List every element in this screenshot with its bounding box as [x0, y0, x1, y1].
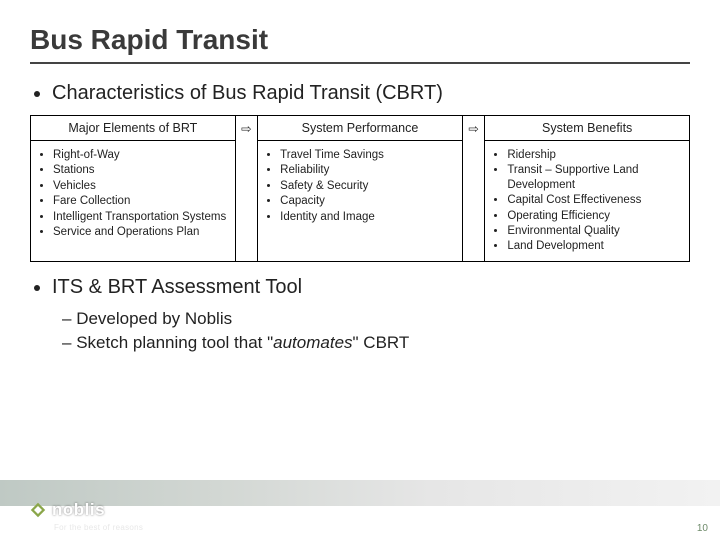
sub-bullet-developed: Developed by Noblis: [62, 309, 690, 329]
bullet-list: Characteristics of Bus Rapid Transit (CB…: [30, 82, 690, 105]
benefits-list: Ridership Transit – Supportive Land Deve…: [491, 148, 683, 254]
list-item: Intelligent Transportation Systems: [53, 210, 229, 224]
logo-tagline: For the best of reasons: [54, 523, 143, 532]
cell-performance: Travel Time Savings Reliability Safety &…: [258, 141, 463, 262]
cell-elements: Right-of-Way Stations Vehicles Fare Coll…: [31, 141, 236, 262]
sub-bullet-sketch: Sketch planning tool that "automates" CB…: [62, 333, 690, 353]
list-item: Reliability: [280, 163, 456, 177]
list-item: Vehicles: [53, 179, 229, 193]
sketch-suffix: " CBRT: [353, 333, 410, 352]
sub-bullet-list: Developed by Noblis Sketch planning tool…: [30, 309, 690, 353]
header-elements: Major Elements of BRT: [31, 116, 236, 141]
cell-benefits: Ridership Transit – Supportive Land Deve…: [485, 141, 690, 262]
list-item: Service and Operations Plan: [53, 225, 229, 239]
list-item: Fare Collection: [53, 194, 229, 208]
elements-list: Right-of-Way Stations Vehicles Fare Coll…: [37, 148, 229, 239]
logo: noblis: [30, 500, 105, 520]
page-number: 10: [697, 523, 708, 534]
list-item: Ridership: [507, 148, 683, 162]
sketch-italic: automates: [273, 333, 352, 352]
body-content: Characteristics of Bus Rapid Transit (CB…: [30, 82, 690, 353]
list-item: Right-of-Way: [53, 148, 229, 162]
arrow-icon: ⇨: [235, 116, 258, 262]
table-body-row: Right-of-Way Stations Vehicles Fare Coll…: [31, 141, 690, 262]
title-rule: [30, 62, 690, 64]
sketch-prefix: Sketch planning tool that ": [76, 333, 273, 352]
list-item: Land Development: [507, 239, 683, 253]
logo-text: noblis: [52, 500, 105, 520]
table-header-row: Major Elements of BRT ⇨ System Performan…: [31, 116, 690, 141]
header-benefits: System Benefits: [485, 116, 690, 141]
list-item: Capital Cost Effectiveness: [507, 193, 683, 207]
slide: Bus Rapid Transit Characteristics of Bus…: [0, 0, 720, 540]
bullet-list-2: ITS & BRT Assessment Tool: [30, 276, 690, 299]
noblis-logo-icon: [30, 502, 46, 518]
list-item: Capacity: [280, 194, 456, 208]
list-item: Environmental Quality: [507, 224, 683, 238]
list-item: Transit – Supportive Land Development: [507, 163, 683, 192]
list-item: Identity and Image: [280, 210, 456, 224]
list-item: Operating Efficiency: [507, 209, 683, 223]
list-item: Travel Time Savings: [280, 148, 456, 162]
header-performance: System Performance: [258, 116, 463, 141]
list-item: Safety & Security: [280, 179, 456, 193]
bullet-assessment-tool: ITS & BRT Assessment Tool: [52, 276, 690, 299]
page-title: Bus Rapid Transit: [30, 24, 690, 56]
brt-table-wrap: Major Elements of BRT ⇨ System Performan…: [30, 115, 690, 262]
footer-band: [0, 480, 720, 506]
brt-table: Major Elements of BRT ⇨ System Performan…: [30, 115, 690, 262]
bullet-characteristics: Characteristics of Bus Rapid Transit (CB…: [52, 82, 690, 105]
performance-list: Travel Time Savings Reliability Safety &…: [264, 148, 456, 224]
arrow-icon: ⇨: [462, 116, 485, 262]
list-item: Stations: [53, 163, 229, 177]
